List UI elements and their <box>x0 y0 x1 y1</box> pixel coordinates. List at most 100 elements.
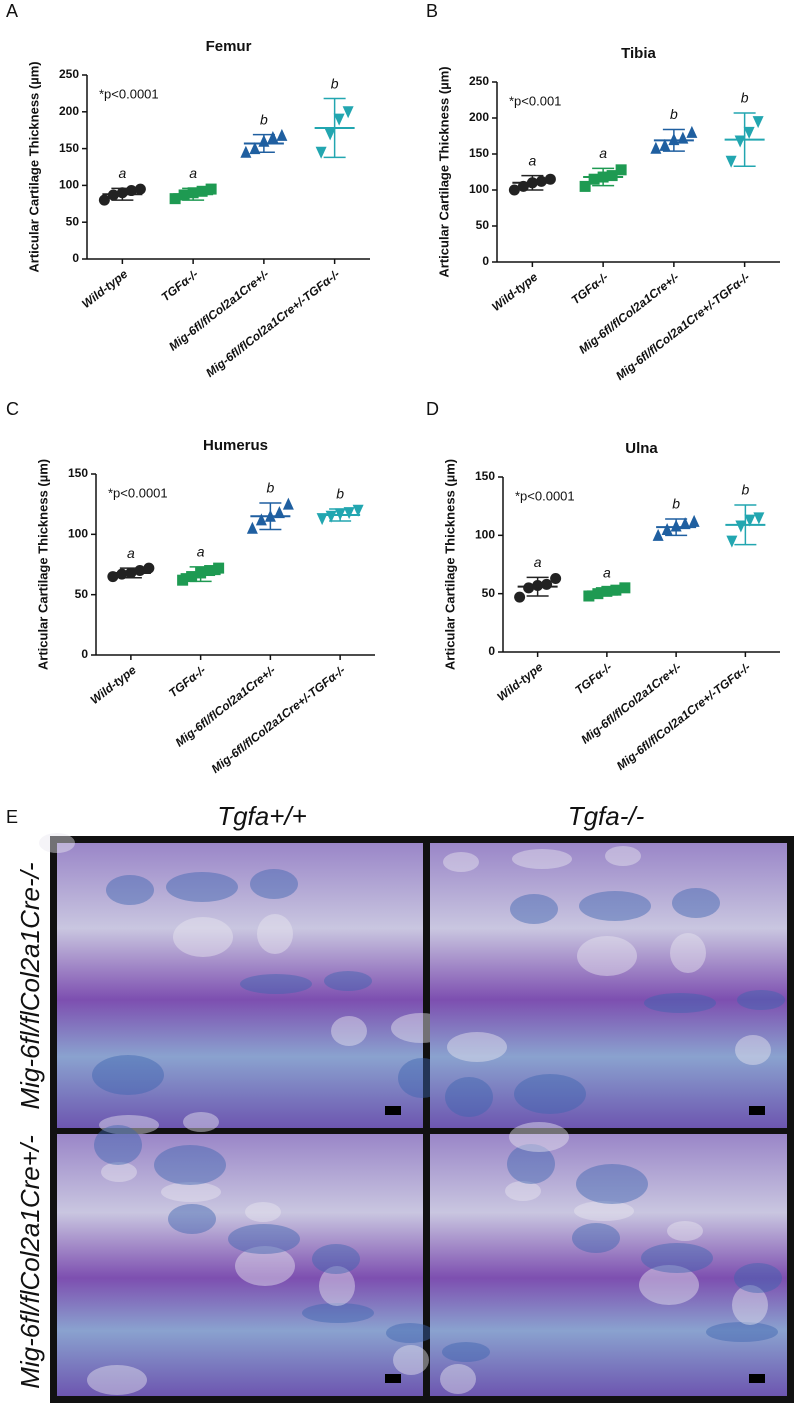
x-tick-label: TGFα-/- <box>159 267 201 304</box>
x-tick-label: Mig-6fl/flCol2a1Cre+/-TGFα-/- <box>614 660 753 773</box>
y-tick-label: 150 <box>68 466 88 480</box>
tissue-texture <box>734 1263 782 1293</box>
data-point <box>273 506 285 519</box>
tissue-texture <box>735 1035 771 1065</box>
data-point <box>726 535 738 548</box>
y-tick-label: 0 <box>482 254 489 268</box>
data-point <box>688 514 700 527</box>
tissue-texture <box>509 1122 569 1152</box>
y-tick-label: 50 <box>66 214 80 228</box>
data-point <box>535 175 547 187</box>
data-point <box>686 125 698 138</box>
tissue-texture <box>440 1364 476 1394</box>
tissue-texture <box>99 1115 159 1135</box>
tissue-texture <box>512 849 572 869</box>
data-point <box>255 513 267 526</box>
data-point <box>652 528 664 541</box>
data-point <box>550 573 562 584</box>
row-label: Mig-6fl/flCol2a1Cre+/- <box>15 1135 45 1389</box>
significance-letter: a <box>528 152 536 168</box>
data-point <box>661 523 673 535</box>
significance-letter: b <box>331 75 339 91</box>
data-point <box>205 183 217 195</box>
data-point <box>659 138 671 151</box>
data-point <box>753 512 765 525</box>
tissue-texture <box>510 894 558 924</box>
data-point <box>98 194 110 206</box>
annotation: *p<0.0001 <box>99 86 159 101</box>
significance-letter: a <box>127 545 135 561</box>
data-point <box>541 578 553 590</box>
significance-letter: b <box>672 496 680 512</box>
y-tick-label: 100 <box>475 528 495 542</box>
data-point <box>735 520 747 533</box>
x-tick-label: Wild-type <box>88 663 139 707</box>
data-point <box>249 142 261 155</box>
data-point <box>315 146 327 159</box>
data-point <box>514 591 526 603</box>
tissue-texture <box>312 1244 360 1274</box>
x-tick-label: Mig-6fl/flCol2a1Cre+/-TGFα-/- <box>613 270 752 383</box>
data-point <box>588 173 600 185</box>
data-point <box>282 497 294 510</box>
data-point <box>650 141 662 154</box>
scale-bar <box>749 1374 765 1383</box>
significance-letter: a <box>599 145 607 161</box>
tissue-texture <box>319 1266 355 1306</box>
significance-letter: b <box>670 106 678 122</box>
data-point <box>246 521 258 534</box>
y-tick-label: 150 <box>469 146 489 160</box>
histology-image <box>57 843 423 1128</box>
data-point <box>204 565 216 577</box>
x-tick-label: TGFα-/- <box>572 660 614 697</box>
data-point <box>177 574 189 586</box>
tissue-texture <box>447 1032 507 1062</box>
histology-image <box>430 843 787 1128</box>
y-tick-label: 0 <box>488 644 495 658</box>
column-label: Tgfa+/+ <box>217 801 307 831</box>
data-point <box>324 128 336 141</box>
histology-image <box>57 1134 423 1396</box>
tissue-texture <box>250 869 298 899</box>
x-tick-label: Wild-type <box>79 267 130 311</box>
scale-bar <box>749 1106 765 1115</box>
tissue-texture <box>173 917 233 957</box>
histology-panel: E Tgfa+/+ Tgfa-/- Mig-6fl/flCol2a1Cre-/-… <box>6 801 794 1403</box>
tissue-texture <box>228 1224 300 1254</box>
tissue-texture <box>166 872 238 902</box>
data-point <box>343 507 355 520</box>
data-point <box>523 582 535 594</box>
significance-letter: b <box>260 111 268 127</box>
annotation: *p<0.0001 <box>515 488 575 503</box>
tissue-texture <box>505 1181 541 1201</box>
data-point <box>615 164 627 176</box>
annotation: *p<0.001 <box>509 93 561 108</box>
data-point <box>725 155 737 168</box>
tissue-texture <box>240 974 312 994</box>
tissue-texture <box>706 1322 778 1342</box>
row-label: Mig-6fl/flCol2a1Cre-/- <box>15 862 45 1109</box>
tissue-texture <box>39 833 75 853</box>
tissue-texture <box>641 1243 713 1273</box>
panel-label: D <box>426 399 439 419</box>
y-axis-label: Articular Cartilage Thickness (µm) <box>35 459 50 670</box>
y-tick-label: 0 <box>72 251 79 265</box>
data-point <box>267 131 279 144</box>
data-point <box>213 562 225 574</box>
y-tick-label: 100 <box>59 178 79 192</box>
data-point <box>744 514 756 527</box>
data-point <box>734 135 746 148</box>
tissue-texture <box>168 1204 216 1234</box>
tissue-texture <box>87 1365 147 1395</box>
y-tick-label: 250 <box>59 67 79 81</box>
data-point <box>583 590 595 602</box>
tissue-texture <box>572 1223 620 1253</box>
y-tick-label: 100 <box>68 527 88 541</box>
x-tick-label: TGFα-/- <box>166 663 208 700</box>
data-point <box>196 185 208 197</box>
panel-label: C <box>6 399 19 419</box>
tissue-texture <box>154 1145 226 1185</box>
significance-letter: a <box>189 165 197 181</box>
data-point <box>116 568 128 580</box>
significance-letter: b <box>336 486 344 502</box>
